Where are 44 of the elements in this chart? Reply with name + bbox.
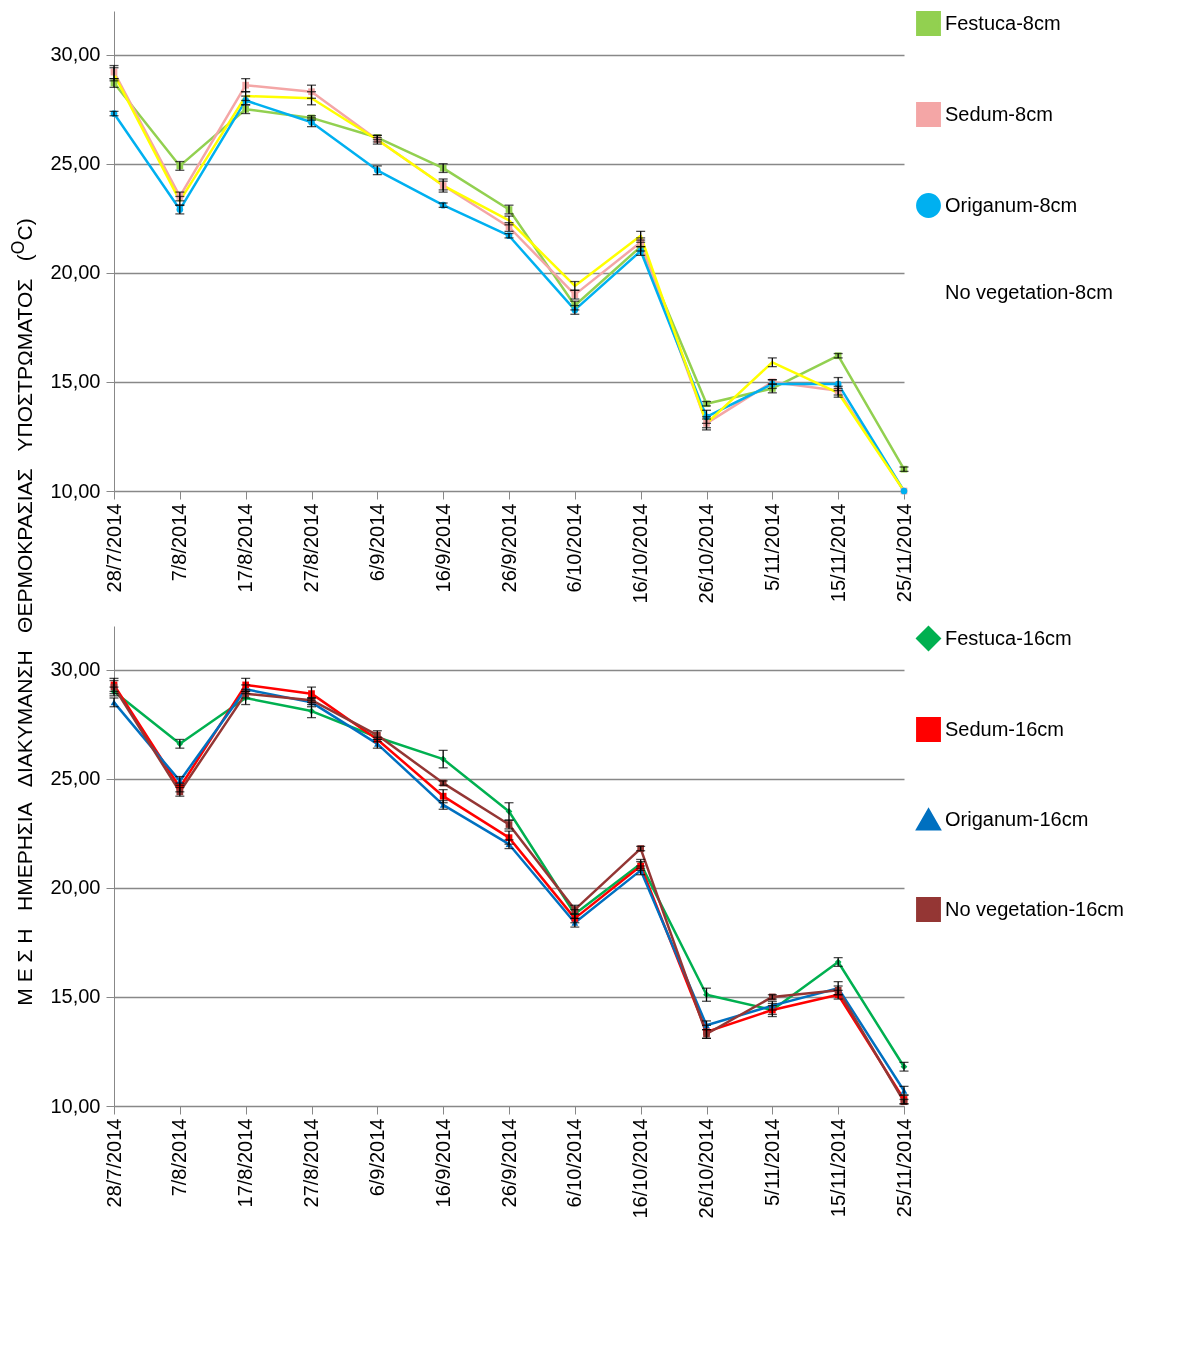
legend-label: No vegetation-16cm — [945, 897, 1124, 920]
y-tick-label: 25,00 — [50, 152, 101, 175]
x-tick-label: 25/11/2014 — [892, 1118, 915, 1218]
x-tick-label: 7/8/2014 — [168, 1118, 191, 1197]
y-tick-label: 10,00 — [50, 1094, 101, 1117]
x-tick-label: 16/10/2014 — [629, 503, 652, 604]
x-tick-label: 15/11/2014 — [826, 503, 849, 603]
x-tick-label: 26/10/2014 — [695, 503, 717, 604]
x-tick-label: 6/10/2014 — [563, 503, 586, 593]
y-tick-label: 25,00 — [50, 767, 101, 790]
x-tick-label: 6/9/2014 — [365, 503, 388, 582]
x-tick-label: 28/7/2014 — [102, 1118, 125, 1208]
legend-label: Origanum-8cm — [945, 193, 1078, 216]
y-tick-label: 15,00 — [50, 370, 101, 393]
y-tick-label: 20,00 — [50, 876, 101, 899]
x-tick-label: 6/10/2014 — [563, 1118, 586, 1208]
x-tick-label: 16/10/2014 — [629, 1118, 652, 1219]
y-tick-label: 10,00 — [50, 479, 101, 502]
legend-label: Sedum-16cm — [945, 717, 1064, 740]
x-tick-label: 17/8/2014 — [234, 1118, 257, 1208]
x-tick-label: 26/10/2014 — [695, 1118, 717, 1219]
y-tick-label: 30,00 — [50, 658, 101, 681]
y-tick-label: 20,00 — [50, 261, 101, 284]
x-tick-label: 16/9/2014 — [431, 503, 454, 593]
legend-label: Sedum-8cm — [945, 102, 1053, 125]
x-tick-label: 26/9/2014 — [497, 503, 520, 593]
x-tick-label: 16/9/2014 — [431, 1118, 454, 1208]
x-tick-label: 5/11/2014 — [760, 503, 783, 591]
y-tick-label: 15,00 — [50, 985, 101, 1008]
x-tick-label: 15/11/2014 — [826, 1118, 849, 1218]
x-tick-label: 6/9/2014 — [365, 1118, 388, 1197]
x-tick-label: 27/8/2014 — [300, 503, 322, 593]
legend-label: Origanum-16cm — [945, 807, 1089, 830]
legend-label: Festuca-8cm — [945, 11, 1061, 34]
y-tick-label: 30,00 — [50, 43, 101, 66]
x-tick-label: 27/8/2014 — [300, 1118, 322, 1208]
x-tick-label: 7/8/2014 — [168, 503, 191, 582]
x-tick-label: 25/11/2014 — [892, 503, 915, 603]
legend-label: Festuca-16cm — [945, 626, 1072, 649]
x-tick-label: 28/7/2014 — [102, 503, 125, 593]
x-tick-label: 17/8/2014 — [234, 503, 257, 593]
x-tick-label: 5/11/2014 — [760, 1118, 783, 1206]
text: No vegetation-8cm — [945, 280, 1113, 303]
x-tick-label: 26/9/2014 — [497, 1118, 520, 1208]
